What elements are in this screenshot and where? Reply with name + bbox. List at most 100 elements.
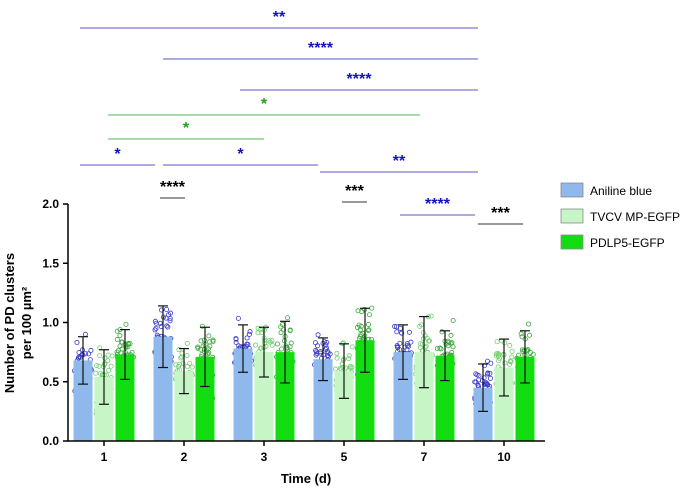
- data-point: [314, 343, 320, 349]
- data-point: [267, 339, 273, 345]
- bar-pdlp5-egfp-day-7: [435, 355, 455, 441]
- axes: [67, 204, 545, 442]
- y-tick-label: 1.5: [42, 256, 59, 270]
- legend-swatch: [560, 234, 584, 250]
- data-point: [123, 321, 129, 327]
- data-point: [349, 344, 355, 350]
- data-point: [93, 370, 99, 376]
- data-point: [114, 336, 120, 342]
- data-point: [438, 346, 444, 352]
- x-ticks: 1 2 3 5 7 10: [101, 441, 511, 464]
- data-point: [285, 315, 291, 321]
- bar-tvcv-mp-egfp-day-3: [254, 352, 274, 441]
- y-axis-label-line1: Number of PD clusters: [2, 253, 17, 393]
- data-point: [399, 330, 405, 336]
- significance-label: ***: [491, 205, 510, 222]
- bar-tvcv-mp-egfp-day-5: [334, 371, 354, 441]
- data-point: [184, 364, 190, 370]
- bar-aniline-blue-day-10: [473, 387, 493, 441]
- data-point: [244, 335, 250, 341]
- data-point: [258, 345, 264, 351]
- data-point: [334, 350, 340, 356]
- data-point: [406, 329, 412, 335]
- data-point: [404, 341, 410, 347]
- data-point: [395, 345, 401, 351]
- bar-tvcv-mp-egfp-day-2: [174, 371, 194, 441]
- data-point: [125, 341, 131, 347]
- significance-label: ****: [347, 71, 373, 88]
- x-tick-label: 10: [497, 450, 511, 464]
- data-point: [355, 308, 361, 314]
- data-point: [449, 340, 455, 346]
- data-point: [488, 360, 494, 366]
- legend-swatch: [560, 182, 584, 198]
- y-ticks: 0.0 0.5 1.0 1.5 2.0: [42, 197, 68, 448]
- data-point: [246, 331, 252, 337]
- data-point: [448, 332, 454, 338]
- data-point: [476, 377, 482, 383]
- data-point: [496, 358, 502, 364]
- data-point: [487, 375, 493, 381]
- data-point: [439, 329, 445, 335]
- data-point: [397, 340, 403, 346]
- significance-label: ***: [345, 183, 364, 200]
- data-point: [392, 323, 398, 329]
- data-point: [167, 316, 173, 322]
- data-point: [164, 306, 170, 312]
- data-point: [74, 339, 80, 345]
- data-point: [187, 360, 193, 366]
- data-point: [340, 340, 346, 346]
- bar-tvcv-mp-egfp-day-1: [94, 377, 114, 441]
- data-point: [159, 307, 165, 313]
- data-point: [437, 345, 443, 351]
- y-tick-label: 0.5: [42, 375, 59, 389]
- data-point: [247, 329, 253, 335]
- data-point: [278, 330, 284, 336]
- data-point: [281, 327, 287, 333]
- data-point: [428, 313, 434, 319]
- data-point: [474, 372, 480, 378]
- legend: Aniline blue TVCV MP-EGFP PDLP5-EGFP: [560, 182, 680, 250]
- data-point: [125, 344, 131, 350]
- data-point: [279, 346, 285, 352]
- data-point: [494, 339, 500, 345]
- data-point: [287, 344, 293, 350]
- data-point: [366, 327, 372, 333]
- data-point: [176, 347, 182, 353]
- data-point: [153, 325, 159, 331]
- data-point: [369, 305, 375, 311]
- data-point: [109, 353, 115, 359]
- data-point: [253, 342, 259, 348]
- y-tick-label: 0.0: [42, 434, 59, 448]
- data-point: [450, 317, 456, 323]
- data-point: [340, 357, 346, 363]
- data-point: [106, 367, 112, 373]
- significance-label: ****: [160, 179, 186, 196]
- data-point: [76, 349, 82, 355]
- data-point: [108, 363, 114, 369]
- data-point: [507, 343, 513, 349]
- x-tick-label: 1: [101, 450, 108, 464]
- data-points: [72, 305, 536, 417]
- significance-label: *: [261, 96, 268, 113]
- significance-label: **: [273, 9, 286, 26]
- x-axis-label: Time (d): [281, 471, 331, 486]
- data-point: [509, 354, 515, 360]
- data-point: [313, 348, 319, 354]
- data-point: [346, 356, 352, 362]
- data-point: [177, 361, 183, 367]
- data-point: [168, 310, 174, 316]
- data-point: [526, 321, 532, 327]
- data-point: [314, 351, 320, 357]
- data-point: [117, 343, 123, 349]
- data-point: [366, 321, 372, 327]
- data-point: [180, 360, 186, 366]
- y-axis-label-line2: per 100 µm²: [19, 286, 34, 359]
- data-point: [502, 340, 508, 346]
- bars: [73, 336, 535, 441]
- x-tick-label: 3: [261, 450, 268, 464]
- x-tick-label: 5: [341, 450, 348, 464]
- data-point: [337, 365, 343, 371]
- data-point: [493, 351, 499, 357]
